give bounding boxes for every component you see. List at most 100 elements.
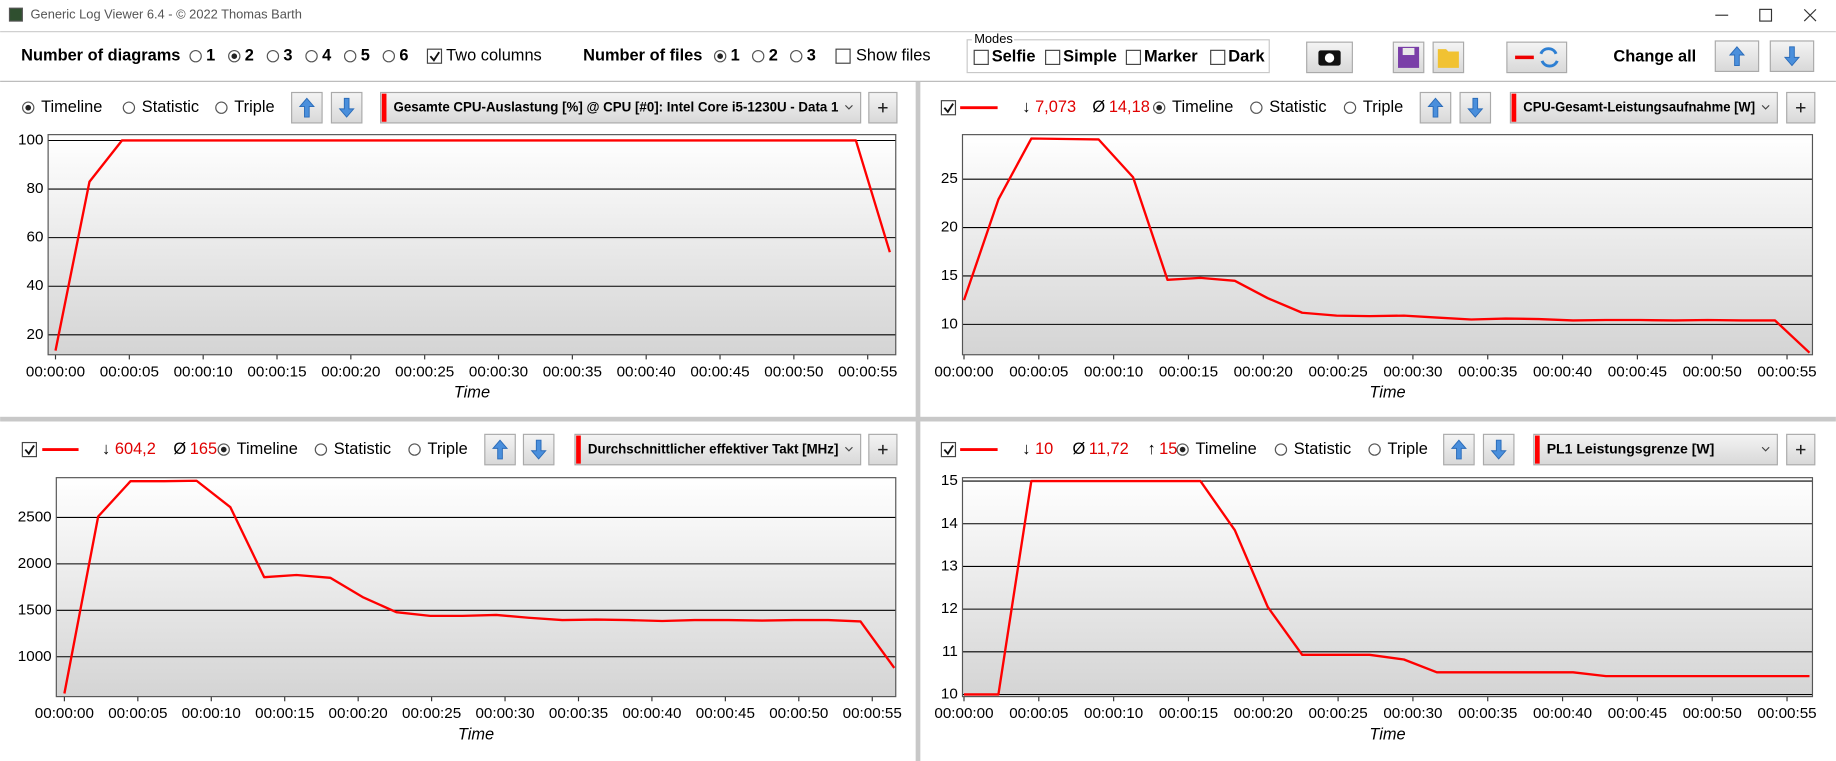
y-tick-label: 40 (27, 277, 44, 294)
y-tick-label: 60 (27, 229, 44, 246)
mode-option: Marker (1144, 48, 1198, 66)
radio-button[interactable] (1250, 101, 1263, 114)
view-option: Triple (234, 98, 274, 116)
series-dropdown[interactable] (574, 433, 862, 466)
view-option: Triple (1387, 440, 1427, 458)
arrow-icon (1490, 439, 1507, 460)
plus-icon (1796, 103, 1806, 113)
arrow-icon (338, 97, 355, 118)
y-tick-label: 100 (18, 131, 43, 148)
x-tick-label: 00:00:55 (1757, 363, 1816, 380)
checkbox[interactable] (973, 49, 989, 65)
checkmark (24, 444, 35, 456)
stat-value: 14,18 (1109, 98, 1150, 116)
move-up-button[interactable] (291, 91, 323, 124)
y-tick-label: 25 (941, 170, 958, 187)
mode-option: Dark (1228, 48, 1265, 66)
radio-button[interactable] (408, 443, 421, 456)
y-tick-label: 10 (941, 315, 958, 332)
move-down-button[interactable] (330, 91, 363, 124)
diagram-option: 2 (245, 47, 254, 65)
series-name: Gesamte CPU-Auslastung [%] @ CPU [#0]: I… (393, 98, 838, 114)
x-tick-label: 00:00:35 (1458, 363, 1517, 380)
x-tick-label: 00:00:30 (1383, 705, 1442, 722)
stat-symbol: ↓ (102, 440, 110, 458)
plot-border (47, 134, 897, 356)
radio-button[interactable] (305, 49, 318, 63)
plot-area (48, 134, 896, 355)
checkbox[interactable] (835, 48, 851, 64)
save-button[interactable] (1392, 41, 1425, 74)
radio-button[interactable] (1343, 101, 1357, 114)
y-tick-label: 15 (941, 267, 958, 284)
checkbox[interactable] (1210, 49, 1226, 65)
diagrams-label: Number of diagrams (21, 47, 180, 65)
files-label: Number of files (583, 47, 702, 65)
x-axis-label: Time (1369, 384, 1405, 402)
data-line (963, 479, 1810, 696)
x-tick-label: 00:00:00 (934, 363, 993, 380)
x-axis-label: Time (458, 726, 494, 744)
radio-button[interactable] (382, 49, 396, 63)
series-color-bar (1511, 93, 1517, 122)
modes-title: Modes (974, 31, 1013, 46)
series-dropdown[interactable] (1533, 433, 1778, 466)
radio-button[interactable] (343, 49, 357, 63)
plot-area (962, 477, 1813, 697)
y-tick-label: 14 (941, 515, 958, 532)
open-button[interactable] (1432, 41, 1465, 74)
y-tick-label: 20 (941, 219, 958, 236)
series-name: CPU-Gesamt-Leistungsaufnahme [W] (1523, 98, 1755, 114)
x-tick-label: 00:00:00 (934, 705, 993, 722)
refresh-icon (1539, 47, 1559, 68)
checkmark (943, 103, 954, 114)
stat-value: 604,2 (115, 440, 156, 458)
diagram-option: 4 (322, 47, 332, 65)
screenshot-button[interactable] (1306, 41, 1353, 74)
x-tick-label: 00:00:45 (690, 363, 749, 380)
diagram-option: 6 (399, 47, 408, 65)
close-button[interactable] (1803, 8, 1817, 22)
line-style-button[interactable] (1506, 41, 1568, 74)
x-tick-label: 00:00:45 (1608, 363, 1667, 380)
series-dropdown[interactable] (1509, 91, 1778, 124)
view-option: Timeline (41, 98, 102, 116)
series-dropdown[interactable] (380, 91, 862, 124)
checkbox[interactable] (1125, 49, 1142, 65)
plot-border (961, 477, 1814, 698)
view-option: Timeline (1172, 98, 1233, 116)
radio-button[interactable] (1274, 443, 1288, 456)
view-option: Timeline (1195, 440, 1256, 458)
arrow-icon (1427, 97, 1444, 118)
x-tick-label: 00:00:40 (622, 705, 681, 722)
radio-button[interactable] (314, 443, 328, 456)
maximize-button[interactable] (1759, 8, 1773, 22)
series-color-bar (381, 93, 387, 122)
x-tick-label: 00:00:05 (1009, 363, 1068, 380)
diagram-option: 3 (283, 47, 292, 65)
x-tick-label: 00:00:20 (329, 705, 388, 722)
y-tick-label: 2000 (18, 555, 52, 572)
radio-button[interactable] (266, 49, 280, 63)
arrow-icon (1467, 97, 1484, 118)
plus-icon (878, 444, 888, 455)
radio-button[interactable] (189, 49, 202, 63)
x-tick-label: 00:00:25 (402, 705, 461, 722)
checkbox[interactable] (1045, 49, 1061, 65)
x-tick-label: 00:00:50 (1683, 363, 1742, 380)
x-tick-label: 00:00:45 (1608, 705, 1667, 722)
radio-button[interactable] (790, 49, 803, 63)
radio-button[interactable] (122, 101, 136, 114)
radio-button[interactable] (751, 49, 765, 63)
folder-icon (1437, 49, 1459, 68)
y-tick-label: 12 (941, 600, 958, 617)
diagram-option: 1 (206, 47, 215, 65)
arrow-icon (298, 97, 315, 118)
radio-button[interactable] (215, 101, 228, 114)
x-tick-label: 00:00:55 (843, 705, 902, 722)
radio-button[interactable] (1368, 443, 1381, 456)
x-tick-label: 00:00:30 (475, 705, 534, 722)
x-tick-label: 00:00:30 (469, 363, 528, 380)
radio-dot (25, 104, 32, 111)
